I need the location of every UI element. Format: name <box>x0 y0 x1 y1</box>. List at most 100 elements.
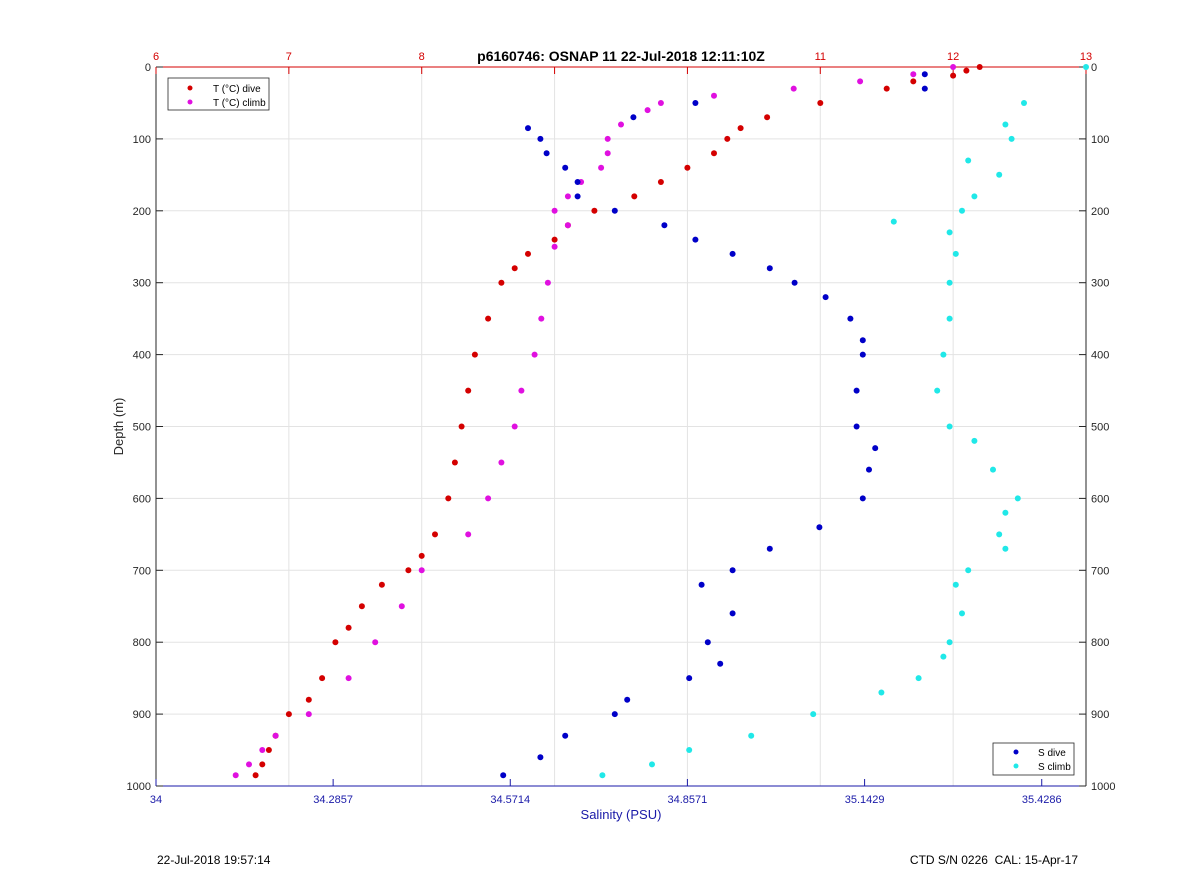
y-tick-label-right: 700 <box>1091 565 1109 577</box>
data-point-s-dive <box>822 294 829 301</box>
top-x-tick-label: 12 <box>947 51 959 63</box>
bottom-x-tick-label: 34 <box>150 794 162 806</box>
data-point-s-dive <box>729 250 736 257</box>
data-point-t-c-climb <box>531 351 538 358</box>
legend-label-t-dive: T (°C) dive <box>213 84 261 95</box>
data-point-t-c-climb <box>598 164 605 171</box>
data-point-t-c-dive <box>465 387 472 394</box>
footer-instrument-info: CTD S/N 0226 CAL: 15-Apr-17 <box>909 853 1078 867</box>
bottom-x-tick-label: 35.4286 <box>1022 794 1062 806</box>
data-point-s-climb <box>971 193 978 200</box>
data-point-t-c-dive <box>525 250 531 257</box>
y-tick-label-left: 500 <box>133 422 151 434</box>
data-point-t-c-climb <box>551 207 558 214</box>
data-point-s-climb <box>959 610 965 617</box>
data-point-t-c-climb <box>644 107 651 114</box>
data-point-t-c-climb <box>538 315 545 322</box>
data-point-s-dive <box>630 114 637 121</box>
y-tick-label-left: 400 <box>133 350 151 362</box>
legend-marker-s-climb <box>1013 763 1019 769</box>
data-point-t-c-climb <box>498 459 505 466</box>
data-point-t-c-dive <box>405 567 412 574</box>
data-point-s-climb <box>971 437 978 444</box>
data-point-t-c-dive <box>332 639 339 646</box>
y-tick-label-left: 0 <box>145 62 151 74</box>
data-point-t-c-dive <box>711 150 717 157</box>
data-point-s-dive <box>853 387 860 394</box>
data-point-s-dive <box>859 351 866 358</box>
data-point-s-dive <box>692 236 699 243</box>
bottom-x-tick-label: 34.2857 <box>313 794 353 806</box>
data-point-s-dive <box>717 660 724 667</box>
data-point-s-climb <box>965 157 972 164</box>
data-point-t-c-climb <box>564 222 571 229</box>
data-point-t-c-dive <box>963 67 970 74</box>
data-point-s-climb <box>1008 135 1015 142</box>
data-point-t-c-dive <box>631 193 638 200</box>
data-point-s-climb <box>1083 64 1089 70</box>
y-axis-label: Depth (m) <box>111 398 126 456</box>
data-point-t-c-dive <box>285 711 292 718</box>
y-tick-label-right: 100 <box>1091 134 1109 146</box>
data-point-t-c-dive <box>451 459 458 466</box>
data-point-s-climb <box>1002 509 1009 516</box>
data-point-t-c-climb <box>618 121 624 128</box>
data-point-s-dive <box>853 423 860 430</box>
data-point-t-c-dive <box>319 675 326 682</box>
legend-marker-s-dive <box>1013 749 1019 755</box>
footer-timestamp: 22-Jul-2018 19:57:14 <box>157 853 271 867</box>
data-point-s-dive <box>624 696 631 703</box>
data-point-s-dive <box>611 207 618 214</box>
data-point-s-dive <box>872 445 879 452</box>
data-point-t-c-dive <box>259 761 266 768</box>
y-tick-label-right: 900 <box>1091 709 1109 721</box>
top-x-tick-label: 7 <box>286 51 292 63</box>
data-point-s-dive <box>766 265 773 272</box>
data-point-t-c-climb <box>305 711 312 718</box>
data-point-t-c-climb <box>259 747 266 753</box>
y-tick-label-left: 200 <box>133 206 151 218</box>
data-point-s-climb <box>686 747 693 753</box>
data-point-s-dive <box>537 135 544 142</box>
y-tick-label-left: 300 <box>133 278 151 290</box>
data-point-s-climb <box>649 761 655 768</box>
data-point-s-climb <box>952 250 959 257</box>
data-point-t-c-dive <box>724 135 731 142</box>
data-point-t-c-climb <box>511 423 518 430</box>
data-point-t-c-dive <box>445 495 452 502</box>
data-point-t-c-climb <box>857 78 864 85</box>
data-point-s-climb <box>1002 545 1009 552</box>
data-point-t-c-climb <box>246 761 252 768</box>
data-point-s-dive <box>661 222 668 229</box>
legend-label-s-dive: S dive <box>1038 748 1066 759</box>
data-point-s-climb <box>878 689 885 696</box>
y-tick-label-right: 800 <box>1091 637 1109 649</box>
y-tick-label-left: 700 <box>133 565 151 577</box>
data-point-t-c-dive <box>511 265 518 272</box>
data-point-t-c-climb <box>485 495 492 502</box>
data-point-s-dive <box>766 545 773 552</box>
data-point-s-dive <box>816 524 823 531</box>
y-tick-label-left: 600 <box>133 493 151 505</box>
data-point-s-dive <box>847 315 854 322</box>
data-point-s-dive <box>791 279 798 286</box>
data-point-s-dive <box>537 754 544 761</box>
data-point-s-dive <box>704 639 711 646</box>
data-point-t-c-dive <box>345 624 352 631</box>
data-point-s-climb <box>1021 100 1027 106</box>
data-point-t-c-climb <box>398 603 405 610</box>
data-point-t-c-climb <box>910 71 917 78</box>
data-point-s-dive <box>729 610 736 617</box>
data-point-t-c-climb <box>372 639 379 646</box>
y-tick-label-left: 1000 <box>127 781 151 793</box>
data-point-s-dive <box>921 71 928 78</box>
data-point-s-climb <box>946 229 953 236</box>
data-point-t-c-dive <box>471 351 478 358</box>
y-tick-label-left: 100 <box>133 134 151 146</box>
legend-label-s-climb: S climb <box>1038 762 1071 773</box>
data-point-t-c-climb <box>551 243 558 250</box>
data-point-t-c-dive <box>358 603 365 610</box>
data-point-t-c-climb <box>790 85 797 92</box>
data-point-t-c-dive <box>591 207 598 214</box>
